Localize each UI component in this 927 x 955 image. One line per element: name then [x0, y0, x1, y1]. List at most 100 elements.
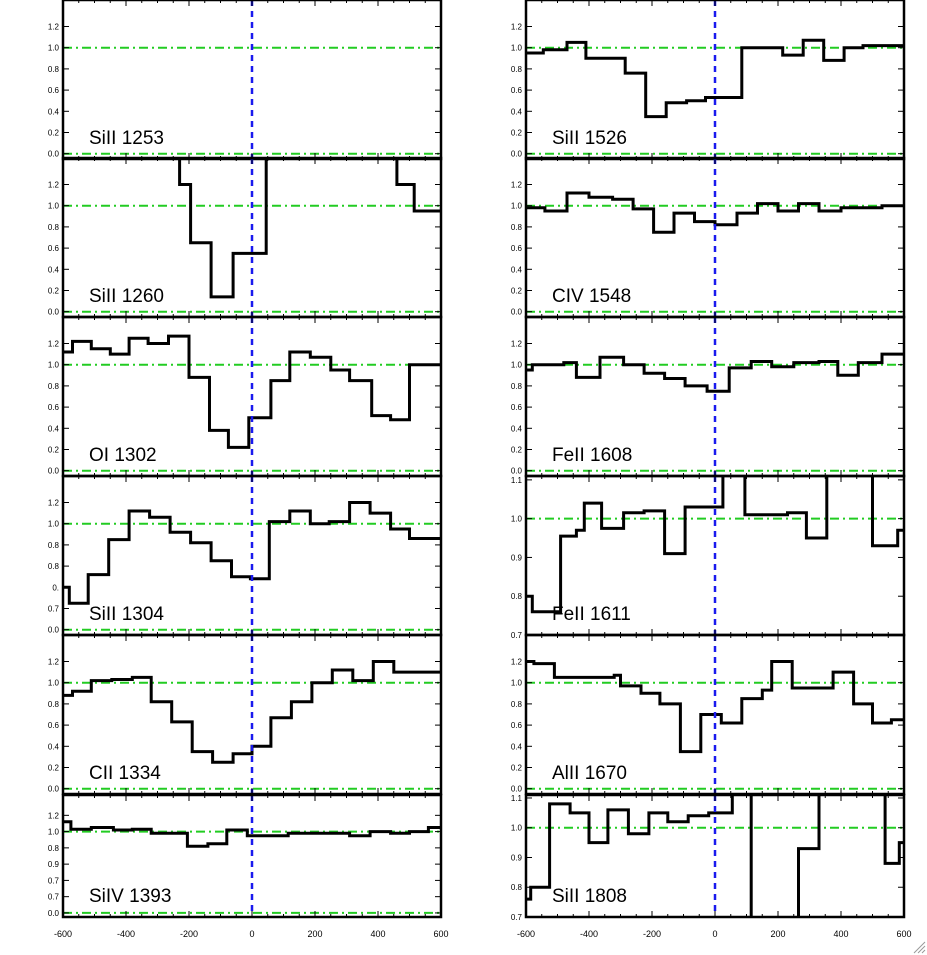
y-tick-label: 0.8: [48, 700, 60, 709]
y-tick-label: 1.0: [48, 361, 60, 370]
x-tick-label: 400: [833, 929, 848, 939]
y-tick-label: 0.0: [48, 308, 60, 317]
flux-series-siiv-1393: [63, 820, 441, 848]
flux-series-cii-1334: [63, 660, 441, 764]
y-tick-label: 1.0: [48, 44, 60, 53]
y-tick-label: 0.8: [511, 592, 523, 601]
y-tick-label: 0.4: [48, 107, 60, 116]
y-tick-label: 0.8: [48, 562, 60, 571]
y-tick-label: 0.7: [48, 605, 60, 614]
y-tick-label: 0.4: [48, 424, 60, 433]
y-tick-label: 0.6: [511, 86, 523, 95]
y-tick-label: 0.8: [511, 700, 523, 709]
y-tick-label: 0.9: [48, 860, 60, 869]
ion-label-alii-1670: AlII 1670: [552, 763, 627, 784]
flux-series-feii-1608: [526, 352, 904, 393]
y-tick-label: 0.8: [48, 223, 60, 232]
y-tick-label: 0.6: [48, 86, 60, 95]
panel-cii-1334: 0.0 0.2 0.4 0.6 0.8 1.0 1.2 CII 1334: [48, 633, 443, 796]
x-tick-label: 0: [249, 929, 254, 939]
flux-series-feii-1611: [526, 476, 904, 614]
y-tick-label: 1.2: [48, 23, 60, 32]
y-tick-label: 1.2: [511, 181, 523, 190]
y-tick-label: 1.1: [511, 476, 523, 485]
panel-civ-1548: 0.0 0.2 0.4 0.6 0.8 1.0 1.2 CIV 1548: [511, 156, 906, 319]
panel-siiv-1393: 0.0 0.7 0.7 0.9 0.8 1.0 1.2 SiIV 1393: [48, 793, 443, 919]
x-tick-label: 200: [307, 929, 322, 939]
y-tick-label: 0.7: [511, 631, 523, 640]
panel-siii-1526: 0.0 0.2 0.4 0.6 0.8 1.0 1.2 SiII 1526: [511, 0, 906, 161]
x-tick-label: -400: [580, 929, 598, 939]
y-tick-label: 1.0: [48, 202, 60, 211]
ion-label-siii-1253: SiII 1253: [89, 128, 164, 149]
x-axis-left: -600 -400 -200 0 200 400 600: [54, 929, 449, 939]
panel-oi-1302: 0.0 0.2 0.4 0.6 0.8 1.0 1.2 OI 1302: [48, 315, 443, 478]
flux-series-siii-1304: [63, 501, 441, 605]
y-tick-label: 0.4: [511, 265, 523, 274]
flux-series-siii-1526: [526, 38, 904, 119]
x-tick-label: -200: [643, 929, 661, 939]
y-tick-label: 0.2: [48, 129, 60, 138]
y-tick-label: 0.0: [48, 909, 60, 918]
y-tick-label: 0.4: [48, 742, 60, 751]
x-axis-right: -600 -400 -200 0 200 400 600: [517, 929, 912, 939]
y-tick-label: 0.2: [511, 129, 523, 138]
y-tick-label: 0.0: [511, 308, 523, 317]
y-tick-label: 1.2: [48, 499, 60, 508]
panel-siii-1808: 0.7 0.8 0.9 1.0 1.1 SiII 1808: [511, 793, 906, 922]
y-tick-label: 1.1: [511, 794, 523, 803]
y-tick-label: 1.0: [511, 202, 523, 211]
y-tick-label: 1.2: [48, 658, 60, 667]
y-tick-label: 1.2: [511, 23, 523, 32]
y-tick-label: 1.0: [48, 520, 60, 529]
y-tick-label: 0.6: [511, 403, 523, 412]
x-tick-label: -600: [517, 929, 535, 939]
ion-label-civ-1548: CIV 1548: [552, 286, 631, 307]
panel-siii-1304: 0.0 0.7 0. 0.8 0.8 1.0 1.2 SiII 1304: [48, 474, 443, 637]
y-tick-label: 0.0: [48, 785, 60, 794]
y-tick-label: 0.9: [511, 553, 523, 562]
y-tick-label: 0.0: [48, 626, 60, 635]
panel-alii-1670: 0.0 0.2 0.4 0.6 0.8 1.0 1.2 AlII 1670: [511, 633, 906, 796]
y-tick-label: 0.4: [48, 265, 60, 274]
x-tick-label: -200: [180, 929, 198, 939]
y-tick-label: 0.0: [48, 150, 60, 159]
y-tick-label: 1.2: [48, 340, 60, 349]
flux-series-siii-1808: [526, 795, 904, 917]
y-tick-label: 1.0: [48, 679, 60, 688]
ion-label-siii-1304: SiII 1304: [89, 604, 164, 625]
y-tick-label: 0.2: [511, 446, 523, 455]
ion-label-siiv-1393: SiIV 1393: [89, 886, 171, 907]
y-tick-label: 0.8: [48, 844, 60, 853]
y-tick-label: 0.2: [48, 446, 60, 455]
ion-label-siii-1808: SiII 1808: [552, 886, 627, 907]
y-tick-label: 0.8: [511, 65, 523, 74]
y-tick-label: 0.7: [511, 913, 523, 922]
window-resize-grip-icon[interactable]: [913, 941, 926, 954]
y-tick-label: 0.9: [511, 853, 523, 862]
x-axes-layer: -600 -400 -200 0 200 400 600 -600 -400 -200 0 200 40…: [54, 929, 912, 939]
y-tick-label: 0.8: [48, 541, 60, 550]
flux-series-oi-1302: [63, 334, 441, 449]
y-tick-label: 1.0: [48, 828, 60, 837]
flux-series-alii-1670: [526, 660, 904, 754]
y-tick-label: 0.6: [48, 721, 60, 730]
y-tick-label: 0.0: [511, 785, 523, 794]
panel-siii-1253: 0.0 0.2 0.4 0.6 0.8 1.0 1.2 SiII 1253: [48, 0, 443, 161]
ion-label-feii-1608: FeII 1608: [552, 445, 632, 466]
ion-label-siii-1526: SiII 1526: [552, 128, 627, 149]
y-tick-label: 1.0: [511, 44, 523, 53]
y-tick-label: 1.0: [511, 679, 523, 688]
x-tick-label: 0: [712, 929, 717, 939]
y-tick-label: 0.7: [48, 893, 60, 902]
y-tick-label: 0.2: [48, 287, 60, 296]
y-tick-label: 0.0: [511, 150, 523, 159]
y-tick-label: 0.2: [48, 764, 60, 773]
y-tick-label: 1.0: [511, 361, 523, 370]
y-tick-label: 0.: [52, 583, 59, 592]
y-tick-label: 0.4: [511, 742, 523, 751]
y-tick-label: 0.6: [511, 244, 523, 253]
x-tick-label: -600: [54, 929, 72, 939]
x-tick-label: 200: [770, 929, 785, 939]
y-tick-label: 1.0: [511, 824, 523, 833]
